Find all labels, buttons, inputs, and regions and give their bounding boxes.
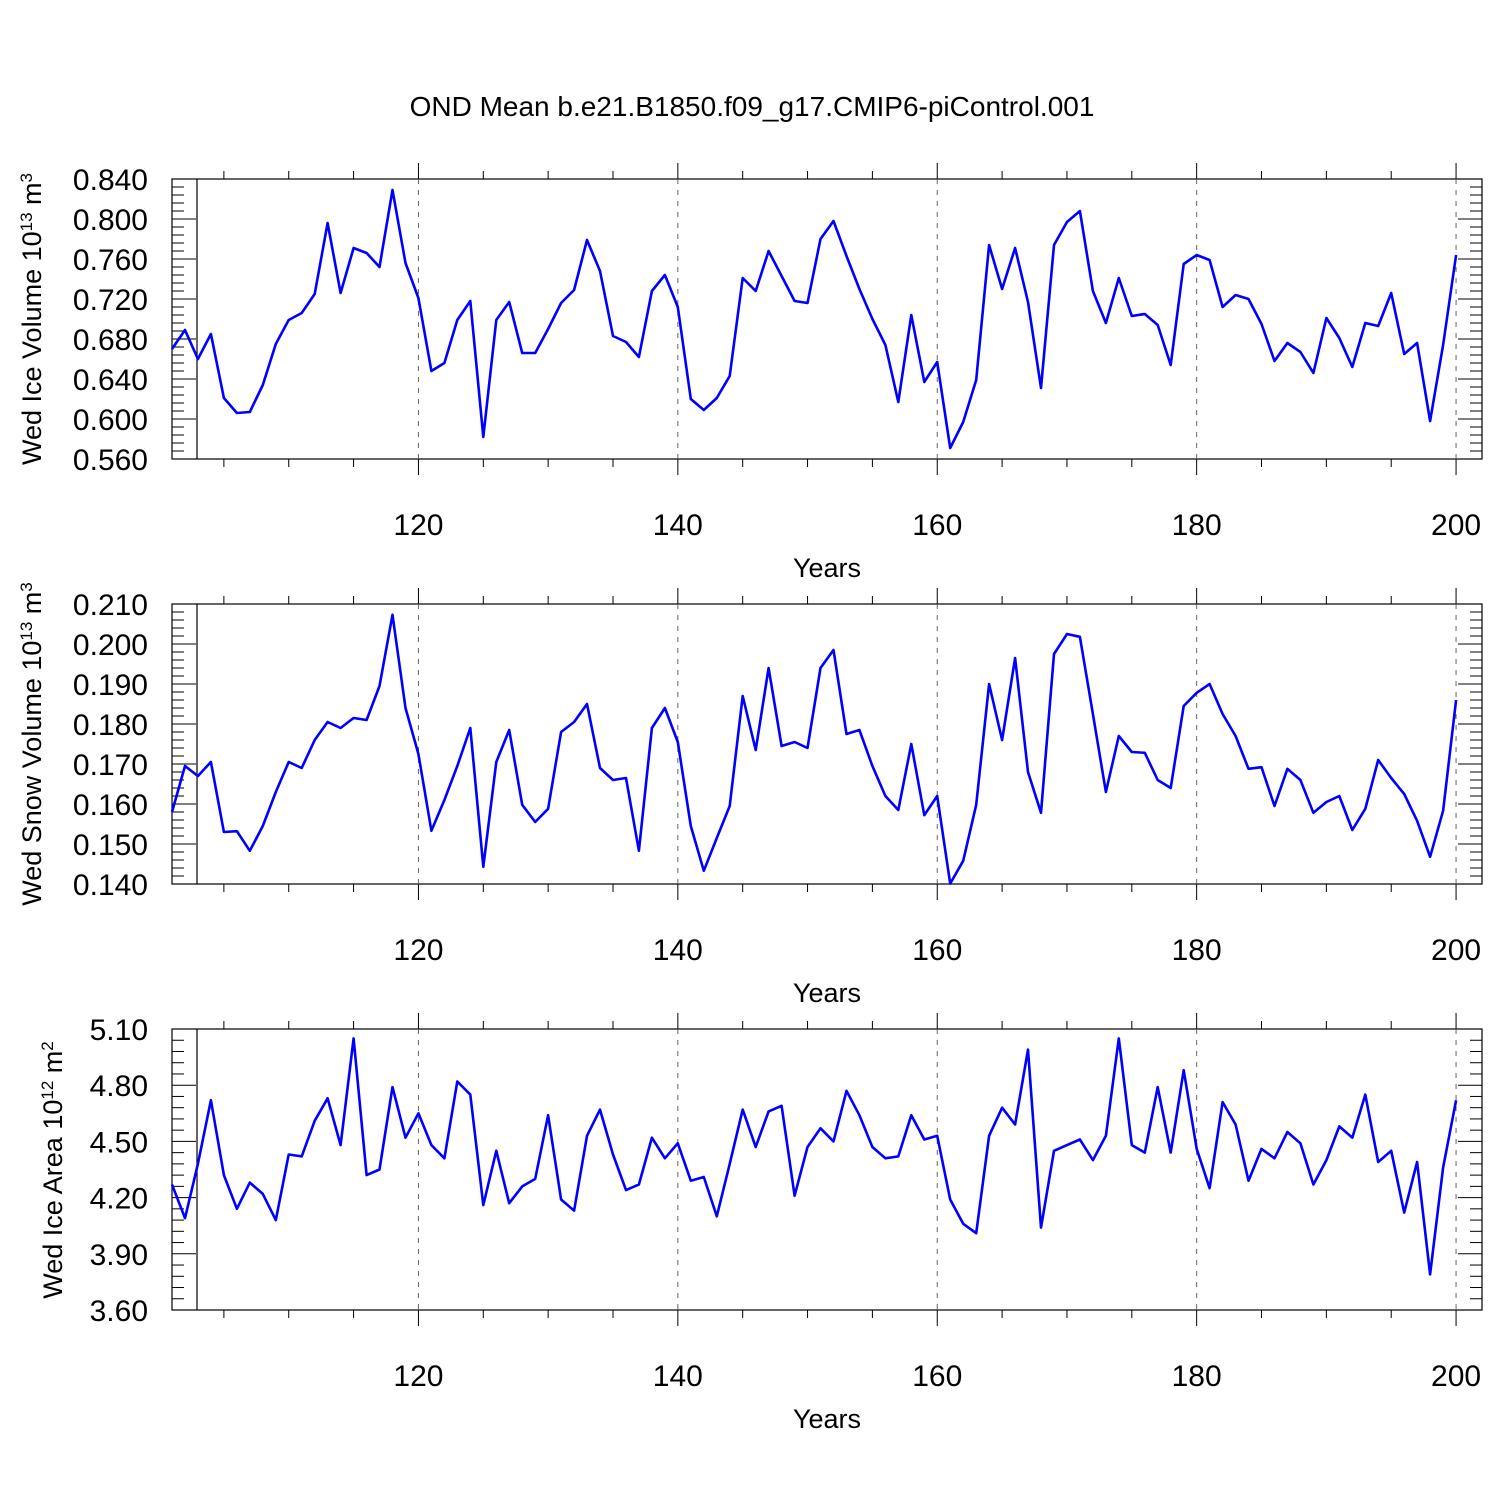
ice-area-plot-frame xyxy=(171,1028,1483,1311)
ice-area-ticks xyxy=(172,1013,1482,1326)
ice-area-ytick-label-5: 5.10 xyxy=(90,1014,148,1047)
ice-volume-ytick-label-0: 0.560 xyxy=(73,444,148,477)
ice-volume-ytick-label-2: 0.640 xyxy=(73,364,148,397)
snow-volume-ytick-label-7: 0.210 xyxy=(73,589,148,622)
ice-volume-ytick-label-4: 0.720 xyxy=(73,284,148,317)
ice-volume-ytick-label-6: 0.800 xyxy=(73,204,148,237)
snow-volume-ytick-label-2: 0.160 xyxy=(73,789,148,822)
ice-area-ytick-labels: 3.60 3.90 4.20 4.50 4.80 5.10 xyxy=(90,1014,148,1328)
snow-volume-x-axis-title: Years xyxy=(793,978,861,1008)
snow-volume-xtick-label-4: 200 xyxy=(1431,934,1481,967)
snow-volume-ytick-label-0: 0.140 xyxy=(73,869,148,902)
snow-volume-gridlines xyxy=(417,604,1457,884)
ice-volume-xtick-label-0: 120 xyxy=(393,509,443,542)
snow-volume-ytick-label-4: 0.180 xyxy=(73,709,148,742)
ice-volume-ytick-label-3: 0.680 xyxy=(73,324,148,357)
ice-area-ytick-label-1: 3.90 xyxy=(90,1239,148,1272)
snow-volume-xtick-labels: 120 140 160 180 200 xyxy=(393,934,1481,967)
ice-area-xtick-labels: 120 140 160 180 200 xyxy=(393,1360,1481,1393)
ice-area-ytick-label-2: 4.20 xyxy=(90,1183,148,1216)
ice-volume-ytick-label-1: 0.600 xyxy=(73,404,148,437)
ice-area-xtick-label-3: 180 xyxy=(1172,1360,1222,1393)
snow-volume-ytick-label-3: 0.170 xyxy=(73,749,148,782)
snow-volume-xtick-label-1: 140 xyxy=(653,934,703,967)
snow-volume-ytick-labels: 0.140 0.150 0.160 0.170 0.180 0.190 0.200 0.210 xyxy=(73,589,148,902)
ice-area-xtick-label-4: 200 xyxy=(1431,1360,1481,1393)
ice-volume-ytick-label-7: 0.840 xyxy=(73,164,148,197)
snow-volume-ticks xyxy=(172,588,1482,900)
ice-area-ytick-label-3: 4.50 xyxy=(90,1126,148,1159)
ice-area-xtick-label-0: 120 xyxy=(393,1360,443,1393)
snow-volume-ytick-label-6: 0.200 xyxy=(73,629,148,662)
ice-volume-xtick-label-1: 140 xyxy=(653,509,703,542)
snow-volume-series-line xyxy=(170,613,1458,885)
ice-volume-ytick-labels: 0.560 0.600 0.640 0.680 0.720 0.760 0.800 0.840 xyxy=(73,164,148,477)
ice-volume-plot-frame xyxy=(171,178,1483,460)
ice-volume-xtick-label-4: 200 xyxy=(1431,509,1481,542)
ice-volume-x-axis-title: Years xyxy=(793,553,861,583)
ice-volume-ytick-label-5: 0.760 xyxy=(73,244,148,277)
snow-volume-ytick-label-5: 0.190 xyxy=(73,669,148,702)
ice-volume-y-axis-title: Wed Ice Volume 1013 m3 xyxy=(17,173,48,465)
ice-area-xtick-label-1: 140 xyxy=(653,1360,703,1393)
ice-area-ytick-label-0: 3.60 xyxy=(90,1295,148,1328)
snow-volume-xtick-label-2: 160 xyxy=(912,934,962,967)
snow-volume-xtick-label-0: 120 xyxy=(393,934,443,967)
ice-volume-xtick-label-3: 180 xyxy=(1172,509,1222,542)
ice-volume-xtick-labels: 120 140 160 180 200 xyxy=(393,509,1481,542)
ice-area-y-axis-title: Wed Ice Area 1012 m2 xyxy=(38,1041,69,1299)
ice-area-ytick-label-4: 4.80 xyxy=(90,1070,148,1103)
snow-volume-xtick-label-3: 180 xyxy=(1172,934,1222,967)
figure-title: OND Mean b.e21.B1850.f09_g17.CMIP6-piCon… xyxy=(410,91,1095,122)
ice-area-series-line xyxy=(170,1037,1458,1276)
snow-volume-panel: 0.140 0.150 0.160 0.170 0.180 0.190 0.200 0.210… xyxy=(17,582,1483,1008)
ice-volume-ticks xyxy=(172,163,1482,475)
ice-area-xtick-label-2: 160 xyxy=(912,1360,962,1393)
ice-volume-series-line xyxy=(170,188,1458,450)
ice-volume-gridlines xyxy=(417,179,1457,459)
ice-area-panel: 3.60 3.90 4.20 4.50 4.80 5.10 120 140 160 180 200… xyxy=(38,1013,1483,1434)
snow-volume-y-axis-title: Wed Snow Volume 1013 m3 xyxy=(17,582,48,906)
ice-area-x-axis-title: Years xyxy=(793,1404,861,1434)
snow-volume-plot-frame xyxy=(171,603,1483,885)
snow-volume-ytick-label-1: 0.150 xyxy=(73,829,148,862)
ice-volume-xtick-label-2: 160 xyxy=(912,509,962,542)
ice-area-gridlines xyxy=(417,1029,1457,1310)
ice-volume-panel: 0.560 0.600 0.640 0.680 0.720 0.760 0.800 0.840… xyxy=(17,163,1483,583)
